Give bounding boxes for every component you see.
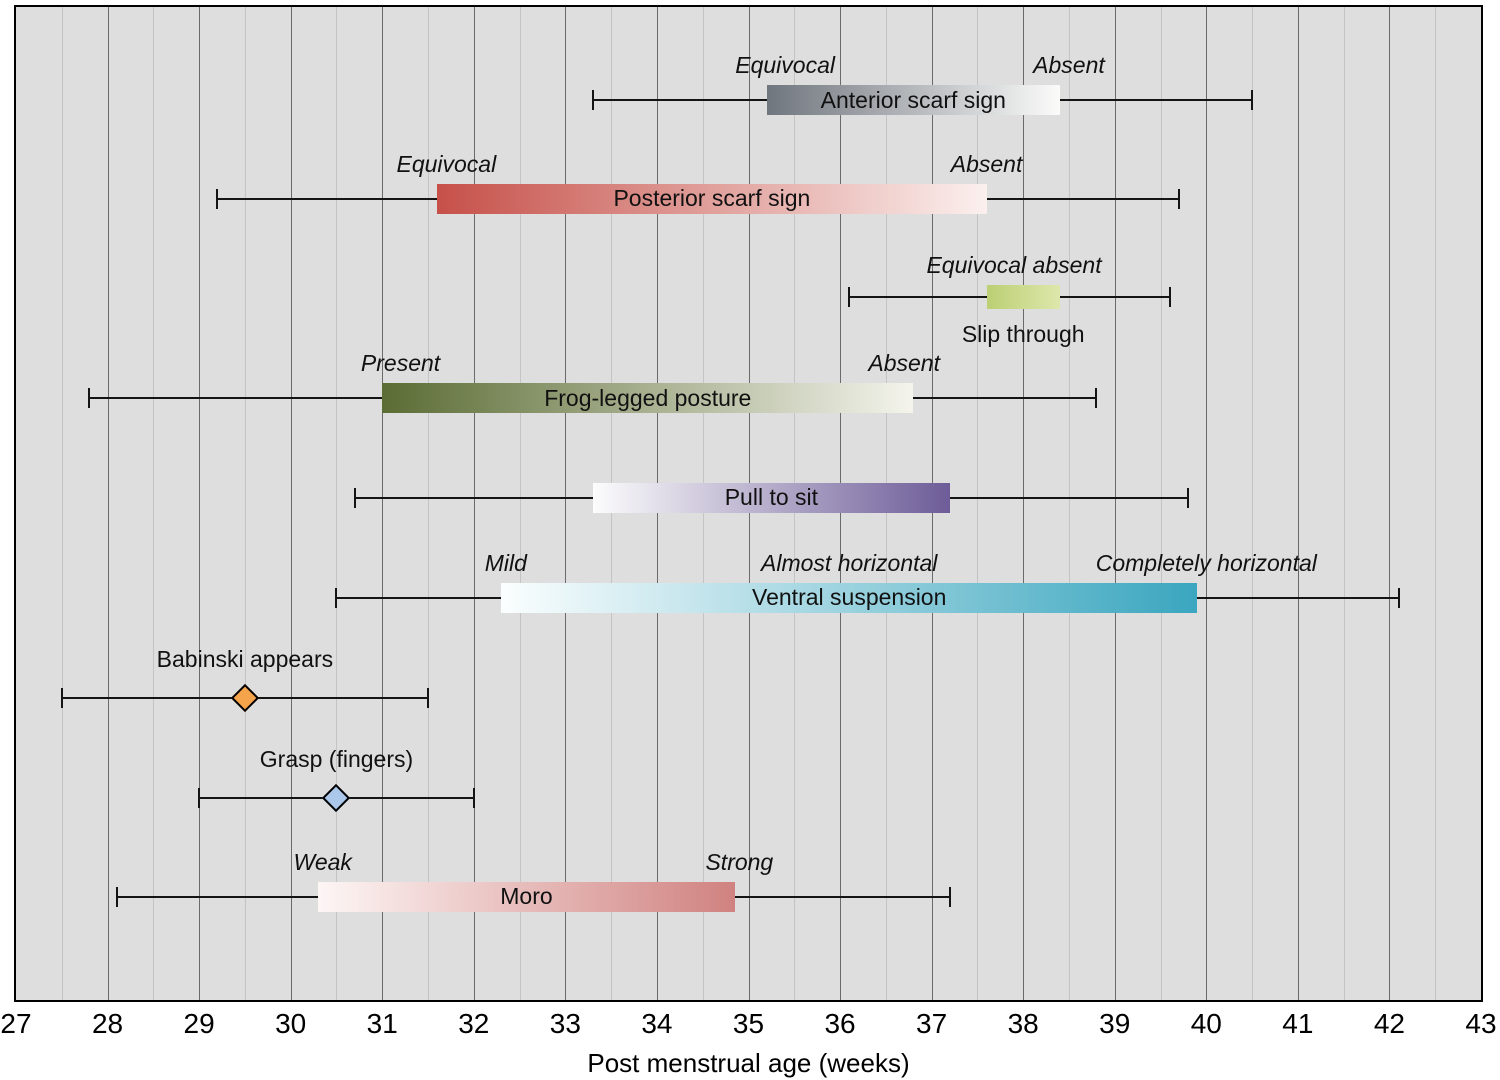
minor-gridline — [1435, 7, 1437, 1000]
minor-gridline — [61, 7, 63, 1000]
plot-area: Anterior scarf sign Equivocal Absent Poster… — [14, 5, 1483, 1002]
x-tick-40: 40 — [1190, 1008, 1222, 1039]
major-gridline — [1023, 7, 1025, 1000]
annotation-strong: Strong — [705, 848, 774, 875]
minor-gridline — [244, 7, 246, 1000]
annotation-almost-horizontal: Almost horizontal — [761, 549, 938, 576]
whisker-cap-left — [848, 286, 851, 307]
minor-gridline — [336, 7, 338, 1000]
bar-pull-to-sit: Pull to sit — [592, 482, 950, 513]
x-tick-34: 34 — [641, 1008, 673, 1039]
minor-gridline — [1068, 7, 1070, 1000]
series-label-slip-through: Slip through — [961, 320, 1085, 347]
whisker-cap-left — [591, 90, 594, 111]
x-axis: 27 28 29 30 31 32 33 34 35 36 37 38 39 40 41 42 43 — [0, 1008, 1496, 1044]
diamond-marker-babinski-appears — [230, 683, 260, 713]
x-tick-43: 43 — [1465, 1008, 1497, 1039]
x-tick-30: 30 — [275, 1008, 307, 1039]
annotation-absent: Absent — [868, 350, 940, 377]
whisker-cap-left — [60, 688, 63, 709]
x-tick-35: 35 — [732, 1008, 765, 1039]
x-tick-41: 41 — [1282, 1008, 1314, 1039]
series-label-babinski-appears: Babinski appears — [156, 646, 334, 673]
bar-ventral-suspension: Ventral suspension — [501, 582, 1198, 613]
bar-slip-through — [986, 284, 1060, 309]
x-tick-33: 33 — [549, 1008, 581, 1039]
annotation-mild: Mild — [484, 549, 527, 576]
minor-gridline — [428, 7, 430, 1000]
minor-gridline — [519, 7, 521, 1000]
annotation-absent: Absent — [1033, 52, 1105, 79]
x-tick-31: 31 — [366, 1008, 398, 1039]
x-tick-36: 36 — [824, 1008, 856, 1039]
x-tick-27: 27 — [0, 1008, 32, 1039]
whisker-cap-left — [353, 487, 356, 508]
x-axis-title: Post menstrual age (weeks) — [587, 1048, 910, 1078]
whisker-cap-left — [115, 886, 118, 907]
major-gridline — [382, 7, 384, 1000]
whisker-cap-right — [1397, 587, 1400, 608]
x-tick-37: 37 — [916, 1008, 948, 1039]
bar-moro: Moro — [318, 881, 735, 912]
bar-anterior-scarf-sign: Anterior scarf sign — [766, 85, 1060, 116]
annotation-equivocal: Equivocal — [735, 52, 835, 79]
whisker-cap-left — [335, 587, 338, 608]
major-gridline — [1297, 7, 1299, 1000]
x-tick-42: 42 — [1373, 1008, 1406, 1039]
major-gridline — [290, 7, 292, 1000]
whisker-cap-right — [1187, 487, 1189, 508]
whisker-cap-left — [216, 188, 219, 209]
major-gridline — [107, 7, 109, 1000]
whisker-cap-right — [1095, 388, 1098, 409]
major-gridline — [1114, 7, 1116, 1000]
x-tick-28: 28 — [91, 1008, 124, 1039]
major-gridline — [473, 7, 475, 1000]
x-tick-39: 39 — [1099, 1008, 1131, 1039]
x-tick-29: 29 — [183, 1008, 215, 1039]
whisker-cap-left — [88, 388, 91, 409]
annotation-present: Present — [360, 350, 441, 377]
x-tick-32: 32 — [458, 1008, 490, 1039]
series-label-grasp-fingers: Grasp (fingers) — [259, 746, 414, 773]
minor-gridline — [977, 7, 979, 1000]
whisker-cap-right — [1177, 188, 1180, 209]
annotation-equivocal: Equivocal — [396, 150, 497, 177]
whisker-cap-right — [472, 788, 475, 809]
major-gridline — [1206, 7, 1208, 1000]
major-gridline — [565, 7, 567, 1000]
minor-gridline — [1252, 7, 1254, 1000]
bar-posterior-scarf-sign: Posterior scarf sign — [437, 183, 987, 214]
major-gridline — [1389, 7, 1391, 1000]
whisker-cap-right — [427, 688, 430, 709]
bar-frog-legged-posture: Frog-legged posture — [382, 383, 914, 414]
whisker-cap-right — [1168, 286, 1171, 307]
x-tick-38: 38 — [1007, 1008, 1039, 1039]
annotation-weak: Weak — [293, 848, 352, 875]
annotation-equivocal-absent: Equivocal absent — [926, 251, 1102, 278]
minor-gridline — [1160, 7, 1162, 1000]
minor-gridline — [1343, 7, 1345, 1000]
annotation-completely-horizontal: Completely horizontal — [1095, 549, 1317, 576]
minor-gridline — [153, 7, 155, 1000]
whisker-cap-right — [948, 886, 951, 907]
whisker-cap-right — [1251, 90, 1254, 111]
diamond-marker-grasp-fingers — [322, 784, 351, 813]
annotation-absent: Absent — [950, 150, 1023, 177]
major-gridline — [199, 7, 201, 1000]
whisker-cap-left — [198, 788, 201, 809]
